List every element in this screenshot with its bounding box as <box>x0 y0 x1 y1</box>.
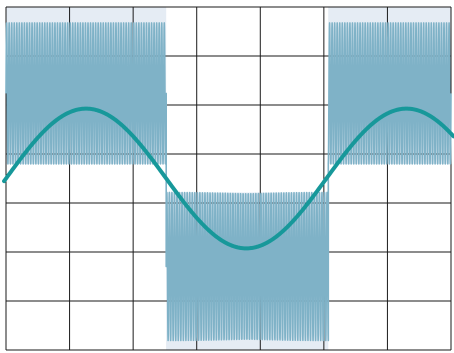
sine-wave-line <box>2 106 454 251</box>
plot-region-upper-0 <box>6 7 167 23</box>
modulated-signal-line <box>5 22 452 342</box>
series-layer <box>2 22 454 342</box>
plot-region-lower-2 <box>328 163 451 350</box>
plot-region-lower-1 <box>166 340 329 350</box>
plot-region-upper-1 <box>166 7 329 193</box>
plot-region-lower-0 <box>6 163 167 350</box>
plot-region-upper-2 <box>328 7 451 23</box>
